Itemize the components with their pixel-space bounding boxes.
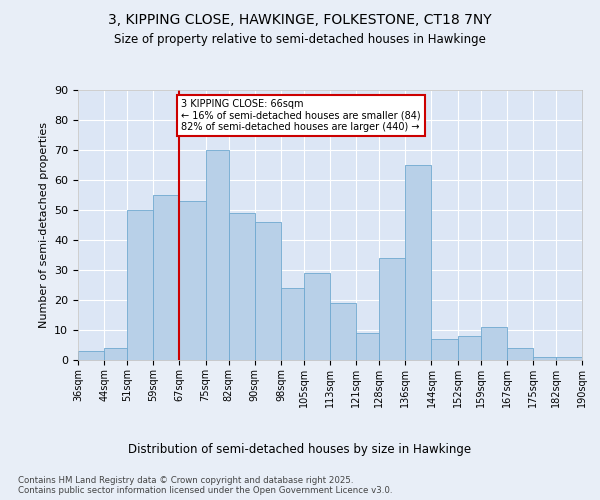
Bar	[153, 195, 179, 360]
Text: Contains HM Land Registry data © Crown copyright and database right 2025.
Contai: Contains HM Land Registry data © Crown c…	[18, 476, 392, 495]
Bar	[556, 357, 582, 360]
Bar	[179, 201, 206, 360]
Text: 3 KIPPING CLOSE: 66sqm
← 16% of semi-detached houses are smaller (84)
82% of sem: 3 KIPPING CLOSE: 66sqm ← 16% of semi-det…	[181, 99, 421, 132]
Bar	[78, 351, 104, 360]
Bar	[533, 357, 556, 360]
Bar	[206, 150, 229, 360]
Text: 3, KIPPING CLOSE, HAWKINGE, FOLKESTONE, CT18 7NY: 3, KIPPING CLOSE, HAWKINGE, FOLKESTONE, …	[108, 12, 492, 26]
Bar	[127, 210, 153, 360]
Bar	[481, 327, 507, 360]
Bar	[255, 222, 281, 360]
Bar	[304, 273, 330, 360]
Bar	[379, 258, 405, 360]
Bar	[281, 288, 304, 360]
Bar	[330, 303, 356, 360]
Text: Distribution of semi-detached houses by size in Hawkinge: Distribution of semi-detached houses by …	[128, 442, 472, 456]
Text: Size of property relative to semi-detached houses in Hawkinge: Size of property relative to semi-detach…	[114, 32, 486, 46]
Bar	[458, 336, 481, 360]
Bar	[229, 213, 255, 360]
Bar	[507, 348, 533, 360]
Bar	[356, 333, 379, 360]
Y-axis label: Number of semi-detached properties: Number of semi-detached properties	[38, 122, 49, 328]
Bar	[104, 348, 127, 360]
Bar	[431, 339, 458, 360]
Bar	[405, 165, 431, 360]
